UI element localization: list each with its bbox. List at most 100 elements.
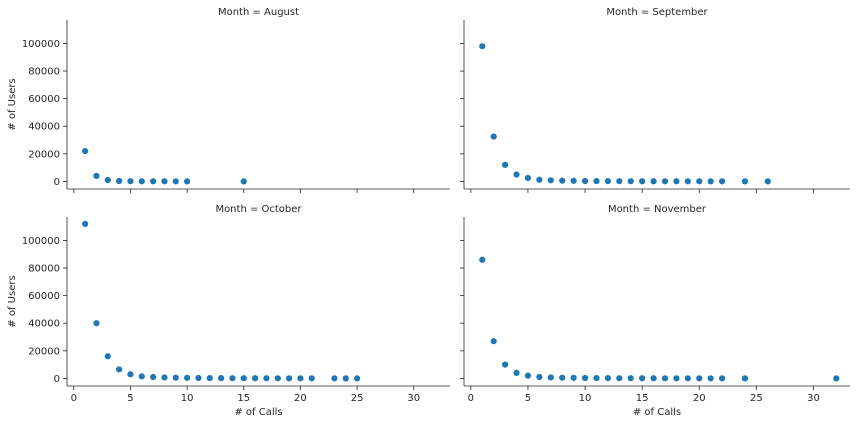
facet-1-data-point [104,176,111,184]
facet-1-data-point [127,178,134,185]
facet-2-data-point [479,43,486,50]
facet-2-data-point [513,171,520,178]
facet-4-data-point [479,256,486,263]
facet-4-data-point [616,375,623,382]
facet-3-data-point [184,374,191,381]
facet-3-data-point [331,375,338,382]
facet-4-x-tick-label: 30 [807,393,820,404]
facet-4-data-point [581,374,589,382]
facet-4-x-tick-label: 25 [750,393,763,404]
facet-4-data-point [604,375,611,382]
facet-3-x-axis-label: # of Calls [234,407,282,418]
facet-2-data-point [547,177,554,184]
facet-3-title: Month = October [215,204,302,215]
facet-2-data-point [707,178,714,185]
facet-4-x-tick-label: 15 [636,393,649,404]
facet-3-data-point [285,375,293,382]
facet-3-x-tick-label: 5 [127,393,133,404]
facet-3-x-tick-label: 20 [294,393,307,404]
facet-3-data-point [240,375,247,382]
facet-4-x-axis-label: # of Calls [633,407,681,418]
facet-4-data-point [661,375,669,382]
facet-4-data-point [833,375,840,382]
facet-3-data-point [82,220,89,227]
facet-3-x-tick-label: 25 [351,393,364,404]
facet-4-data-point [684,375,691,382]
facet-1-data-point [93,172,100,179]
facet-4-data-point [524,372,532,379]
facet-3-data-point [127,371,134,378]
facet-2-data-point [616,178,623,185]
facet-2-data-point [639,178,646,185]
facet-4-data-point [718,375,726,382]
facet-4-data-point [490,338,497,345]
facet-3-data-point [161,374,168,381]
facet-2-data-point [661,178,669,185]
facet-2-data-point [524,174,532,182]
facet-3-data-point [93,320,100,327]
facet-2-data-point [559,177,566,184]
facet-1-y-axis-label: # of Users [7,78,18,130]
facet-3-y-tick-label: 20000 [28,346,60,357]
facet-1-title: Month = August [218,7,299,18]
facet-2-data-point [593,177,600,185]
facet-3-y-tick-label: 60000 [28,291,60,302]
facet-3-x-tick-label: 15 [237,393,250,404]
facet-2-data-point [718,178,726,185]
facet-4-data-point [513,369,520,376]
facet-1-data-point [82,147,89,155]
facet-2-data-point [650,178,657,185]
facet-1-y-tick-label: 0 [54,177,60,188]
facet-2-data-point [604,178,611,185]
facet-1-y-tick-label: 20000 [28,149,60,160]
facet-3-data-point [150,373,157,381]
facet-3-y-tick-label: 80000 [28,264,60,275]
facet-1-data-point [172,178,179,185]
facet-3-data-point [342,375,349,382]
facet-4-data-point [570,374,577,381]
facet-1-y-tick-label: 40000 [28,122,60,133]
facet-4-data-point [673,375,680,382]
facet-3-data-point [172,374,179,381]
facet-2-data-point [490,133,497,140]
facet-2-data-point [741,178,749,185]
facet-3-y-tick-label: 100000 [22,236,60,247]
facet-4-data-point [593,374,600,382]
facet-4-data-point [502,361,509,368]
facet-1-data-point [161,178,168,185]
facet-1-y-tick-label: 60000 [28,94,60,105]
facet-4-data-point [741,375,749,382]
facet-2-data-point [764,178,771,185]
facet-2-data-point [684,178,691,185]
facet-3-data-point [195,374,202,382]
facet-4-title: Month = November [608,204,707,215]
facet-3-data-point [274,375,281,382]
facet-4-x-tick-label: 0 [468,393,474,404]
facet-2-data-point [696,178,703,185]
facet-2-data-point [536,176,543,183]
facet-1-y-tick-label: 80000 [28,67,60,78]
facet-4-data-point [707,375,714,382]
facet-4-x-tick-label: 10 [579,393,592,404]
facet-3-x-tick-label: 30 [407,393,420,404]
facet-3-y-tick-label: 0 [54,374,60,385]
facet-2-data-point [673,178,680,185]
facet-4-data-point [650,375,657,382]
facet-3-data-point [116,366,123,373]
facet-1-data-point [116,177,123,185]
facet-1-data-point [138,178,145,185]
facet-3-data-point [297,375,304,382]
facet-3-data-point [206,374,213,382]
facet-1-data-point [150,178,157,185]
facet-4-data-point [696,375,703,382]
facet-3-data-point [229,375,236,382]
facet-2-data-point [581,177,589,185]
facet-1-data-point [240,178,247,185]
facet-2-data-point [627,178,634,185]
facet-4-x-tick-label: 20 [693,393,706,404]
facet-2-data-point [502,161,509,168]
facet-3-data-point [308,375,315,382]
facet-3-x-tick-label: 10 [181,393,194,404]
facet-2-data-point [570,177,577,184]
